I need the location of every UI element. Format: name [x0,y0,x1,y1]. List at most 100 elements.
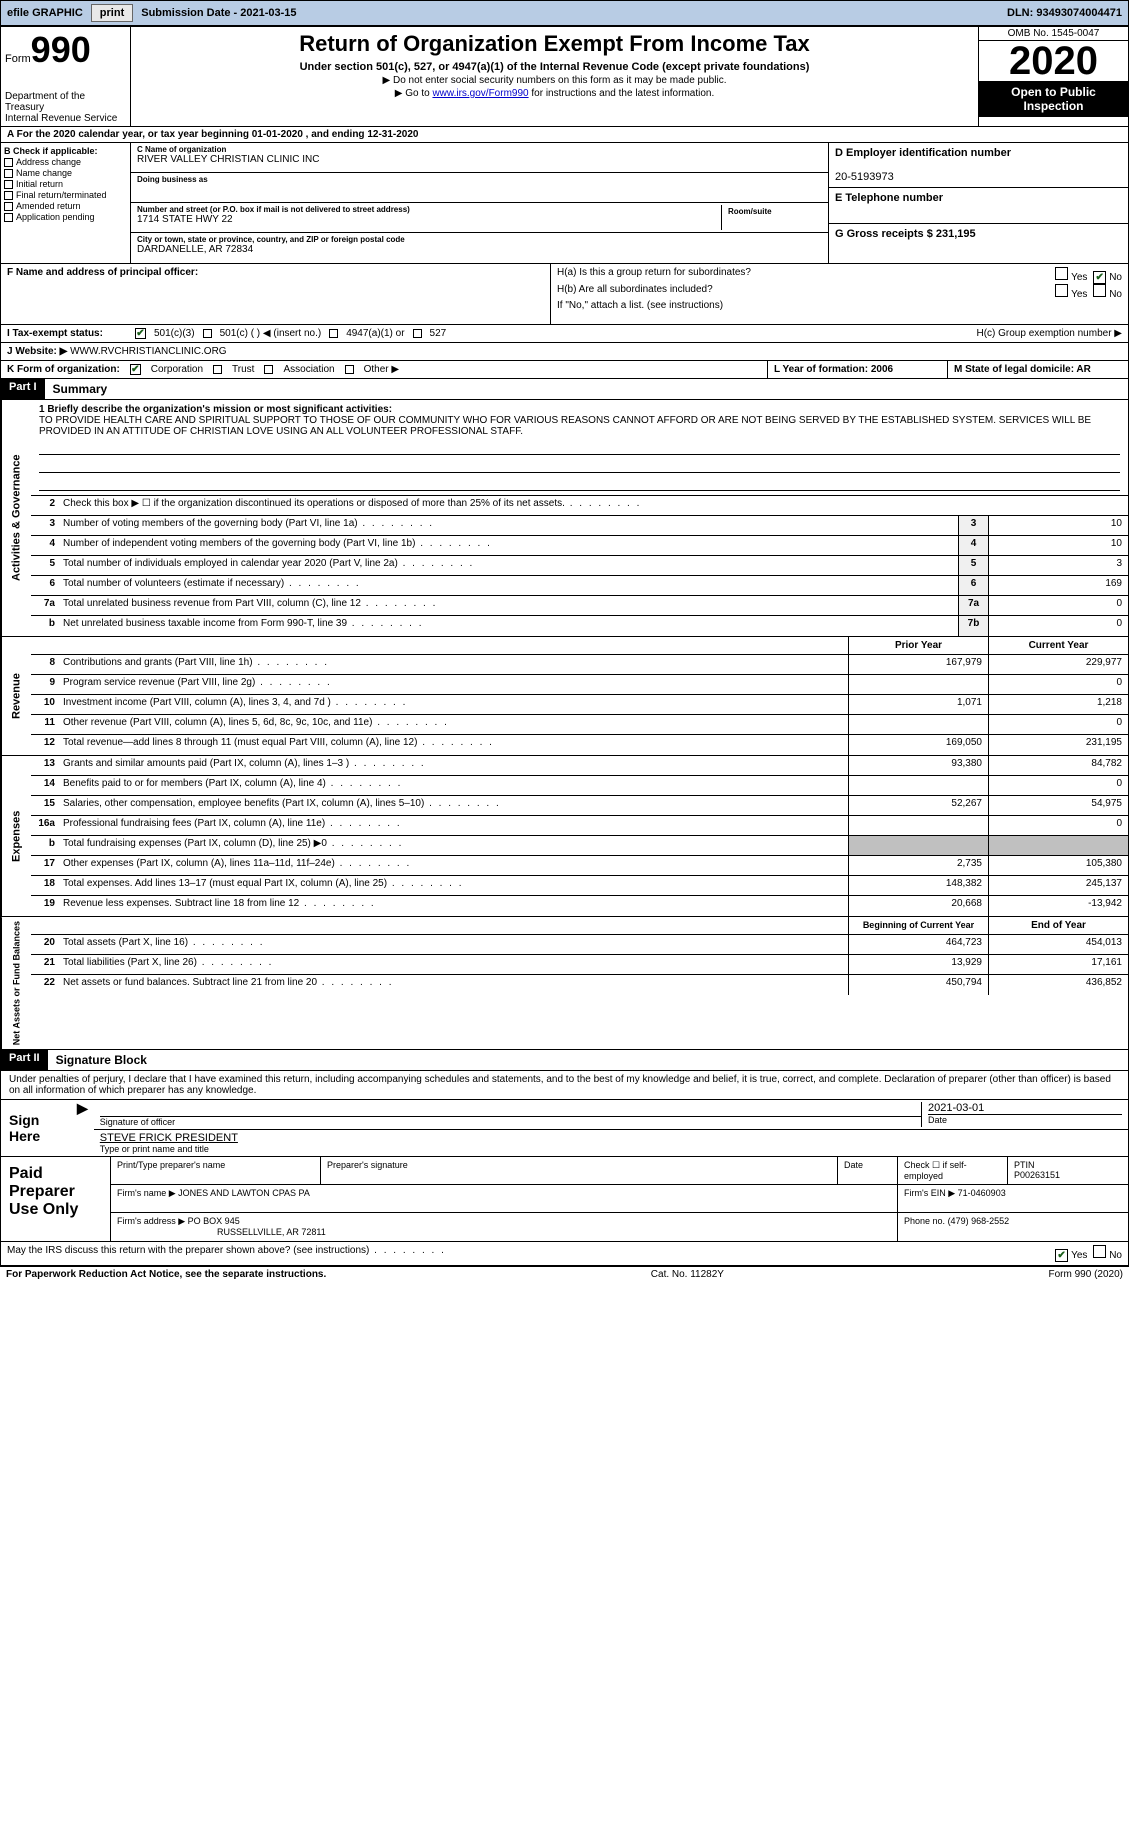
irs-link[interactable]: www.irs.gov/Form990 [432,88,528,99]
line-item: 9Program service revenue (Part VIII, lin… [31,675,1128,695]
part2-header: Part II Signature Block [0,1050,1129,1071]
efile-label: efile GRAPHIC [7,7,83,19]
ha-no[interactable]: ✔ [1093,271,1106,284]
cb-amended[interactable] [4,202,13,211]
hb-note: If "No," attach a list. (see instruction… [557,300,1122,311]
open-inspection: Open to Public Inspection [979,81,1128,117]
addr-label: Number and street (or P.O. box if mail i… [137,205,721,214]
cb-other[interactable] [345,365,354,374]
expenses-section: Expenses 13Grants and similar amounts pa… [0,756,1129,917]
print-button[interactable]: print [91,4,133,22]
activities-governance: Activities & Governance 1 Briefly descri… [0,400,1129,637]
prep-date-hdr: Date [838,1157,898,1184]
city-label: City or town, state or province, country… [137,235,822,244]
footer-right: Form 990 (2020) [1049,1269,1123,1280]
line-a: A For the 2020 calendar year, or tax yea… [0,127,1129,143]
discuss-text: May the IRS discuss this return with the… [7,1245,446,1262]
dln: DLN: 93493074004471 [1007,7,1122,19]
form-header: Form990 Department of the Treasury Inter… [0,26,1129,127]
ein-value: 20-5193973 [835,171,894,183]
m-state: M State of legal domicile: AR [954,364,1091,375]
side-label-exp: Expenses [1,756,31,916]
footer-left: For Paperwork Reduction Act Notice, see … [6,1269,326,1280]
line-item: 17Other expenses (Part IX, column (A), l… [31,856,1128,876]
arrow-icon: ▶ [71,1100,94,1156]
footer: For Paperwork Reduction Act Notice, see … [0,1266,1129,1282]
hdr-beginning: Beginning of Current Year [848,917,988,934]
cb-trust[interactable] [213,365,222,374]
firm-ein-label: Firm's EIN ▶ [904,1188,955,1198]
c-label: C Name of organization [137,145,822,154]
row-k-l-m: K Form of organization: ✔Corporation Tru… [0,361,1129,379]
ha-yes[interactable] [1055,267,1068,280]
prep-name-hdr: Print/Type preparer's name [111,1157,321,1184]
name-label: Type or print name and title [100,1144,238,1154]
room-label: Room/suite [728,207,816,216]
hc-label: H(c) Group exemption number ▶ [976,328,1122,339]
hb-label: H(b) Are all subordinates included? [557,284,713,300]
cb-address-change[interactable] [4,158,13,167]
line-item: 16aProfessional fundraising fees (Part I… [31,816,1128,836]
line-item: 20Total assets (Part X, line 16)464,7234… [31,935,1128,955]
firm-ein: 71-0460903 [958,1188,1006,1198]
revenue-section: Revenue Prior Year Current Year 8Contrib… [0,637,1129,756]
line-item: 19Revenue less expenses. Subtract line 1… [31,896,1128,916]
ein-label: D Employer identification number [835,147,1011,159]
discuss-row: May the IRS discuss this return with the… [0,1242,1129,1266]
mission-label: 1 Briefly describe the organization's mi… [39,404,392,415]
org-name: RIVER VALLEY CHRISTIAN CLINIC INC [137,154,822,165]
prep-sig-hdr: Preparer's signature [321,1157,838,1184]
sign-here-label: Sign Here [1,1100,71,1156]
row-f-h: F Name and address of principal officer:… [0,264,1129,325]
line-item: 14Benefits paid to or for members (Part … [31,776,1128,796]
line-item: 11Other revenue (Part VIII, column (A), … [31,715,1128,735]
cb-initial-return[interactable] [4,180,13,189]
firm-addr-label: Firm's address ▶ [117,1216,185,1226]
phone-label: Phone no. [904,1216,945,1226]
signature-block: Under penalties of perjury, I declare th… [0,1071,1129,1157]
k-label: K Form of organization: [7,364,120,375]
perjury-text: Under penalties of perjury, I declare th… [1,1071,1128,1100]
line-item: 8Contributions and grants (Part VIII, li… [31,655,1128,675]
firm-name-label: Firm's name ▶ [117,1188,176,1198]
line-item: 10Investment income (Part VIII, column (… [31,695,1128,715]
cb-pending[interactable] [4,213,13,222]
cb-527[interactable] [413,329,422,338]
mission-text: TO PROVIDE HEALTH CARE AND SPIRITUAL SUP… [39,415,1091,437]
cb-4947[interactable] [329,329,338,338]
sig-officer-label: Signature of officer [100,1116,921,1127]
cb-501c3[interactable]: ✔ [135,328,146,339]
line-item: 2Check this box ▶ ☐ if the organization … [31,496,1128,516]
phone-label: E Telephone number [835,192,943,204]
ptin-value: P00263151 [1014,1170,1122,1180]
firm-name: JONES AND LAWTON CPAS PA [178,1188,310,1198]
cb-corp[interactable]: ✔ [130,364,141,375]
side-label-net: Net Assets or Fund Balances [1,917,31,1049]
part2-title: Signature Block [48,1050,155,1070]
i-label: I Tax-exempt status: [7,328,103,339]
submission-date: Submission Date - 2021-03-15 [141,7,296,19]
part1-title: Summary [45,379,116,399]
goto-post: for instructions and the latest informat… [529,88,715,99]
discuss-no[interactable] [1093,1245,1106,1258]
cb-final-return[interactable] [4,191,13,200]
discuss-yes[interactable]: ✔ [1055,1249,1068,1262]
section-b-c-d: B Check if applicable: Address change Na… [0,143,1129,264]
cb-501c[interactable] [203,329,212,338]
city-state-zip: DARDANELLE, AR 72834 [137,244,822,255]
firm-addr1: PO BOX 945 [188,1216,240,1226]
line-item: 12Total revenue—add lines 8 through 11 (… [31,735,1128,755]
goto-pre: ▶ Go to [395,88,433,99]
part1-badge: Part I [1,379,45,399]
f-label: F Name and address of principal officer: [7,267,198,278]
l-year: L Year of formation: 2006 [774,364,893,375]
firm-addr2: RUSSELLVILLE, AR 72811 [217,1227,326,1237]
cb-assoc[interactable] [264,365,273,374]
hb-no[interactable] [1093,284,1106,297]
cb-name-change[interactable] [4,169,13,178]
part1-header: Part I Summary [0,379,1129,400]
hb-yes[interactable] [1055,284,1068,297]
website-value: WWW.RVCHRISTIANCLINIC.ORG [70,346,226,357]
form-word: Form [5,53,31,65]
prep-self-emp: Check ☐ if self-employed [898,1157,1008,1184]
